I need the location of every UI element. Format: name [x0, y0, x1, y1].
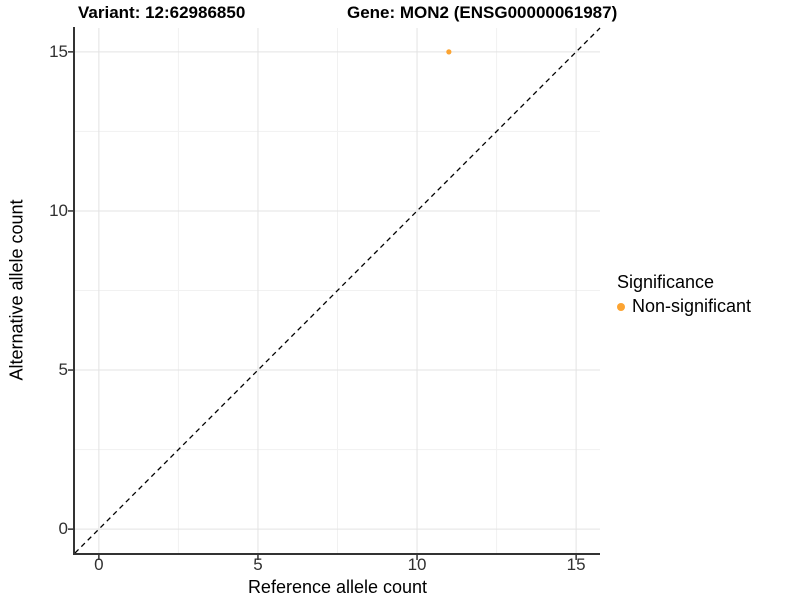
scatter-plot-canvas [68, 27, 601, 560]
orange-dot-icon [617, 302, 625, 311]
y-tick-label: 15 [49, 41, 68, 61]
x-axis-title: Reference allele count [247, 577, 428, 597]
x-tick-label: 5 [253, 555, 263, 574]
y-tick-label: 5 [58, 360, 68, 380]
x-tick-label: 0 [94, 555, 104, 574]
gene-title: Gene: MON2 (ENSG00000061987) [347, 3, 618, 22]
legend-item-non-significant: Non-significant [617, 296, 751, 317]
x-tick-label: 15 [566, 555, 586, 574]
legend: Significance Non-significant [617, 272, 751, 317]
y-axis-title: Alternative allele count [6, 199, 27, 381]
legend-item-label: Non-significant [632, 296, 752, 316]
variant-title: Variant: 12:62986850 [78, 3, 246, 22]
plot-panel [68, 27, 601, 560]
x-tick-label: 10 [407, 555, 427, 574]
legend-title: Significance [617, 272, 715, 292]
y-tick-label: 0 [58, 519, 68, 539]
y-tick-label: 10 [49, 200, 68, 220]
